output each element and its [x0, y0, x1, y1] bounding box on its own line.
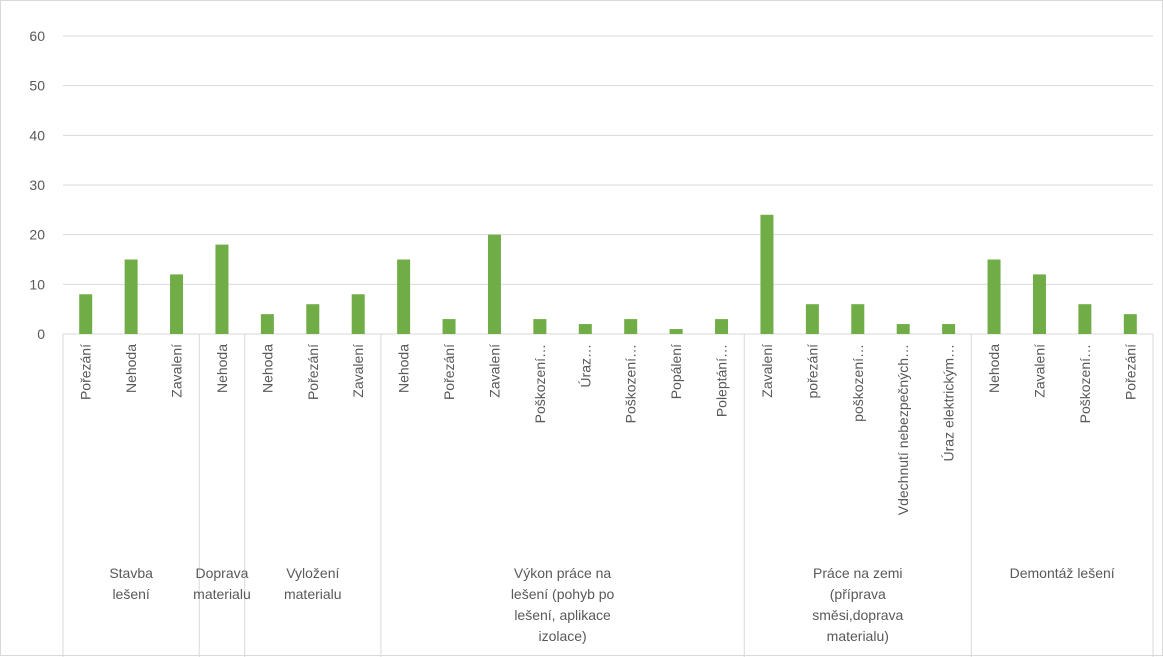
category-label: Poškození…	[623, 344, 639, 423]
y-tick-label: 30	[29, 177, 45, 193]
group-label: lešení	[112, 586, 149, 602]
category-label: poškození…	[850, 344, 866, 422]
category-label: Pořezání	[441, 344, 457, 400]
group-label: (příprava	[830, 586, 886, 602]
bar	[896, 324, 910, 334]
bar	[1078, 304, 1092, 334]
category-label: Nehoda	[396, 344, 412, 393]
category-label: Zavalení	[759, 344, 775, 398]
category-label: Zavalení	[486, 344, 502, 398]
bar	[715, 319, 729, 334]
bar	[260, 314, 274, 334]
y-tick-label: 60	[29, 28, 45, 44]
group-label: lešení, aplikace	[514, 607, 611, 623]
bar	[533, 319, 547, 334]
bar	[760, 214, 774, 334]
y-tick-label: 10	[29, 276, 45, 292]
category-label: Úraz elektrickým…	[941, 344, 957, 461]
group-label: Doprava	[195, 565, 248, 581]
category-label: Nehoda	[123, 344, 139, 393]
y-tick-label: 20	[29, 227, 45, 243]
category-label: Vdechnutí nebezpečných…	[895, 344, 911, 515]
group-label: materialu	[284, 586, 342, 602]
bar	[306, 304, 320, 334]
category-label: Pořezání	[78, 344, 94, 400]
group-label: lešení (pohyb po	[511, 586, 615, 602]
category-label: Zavalení	[1031, 344, 1047, 398]
group-label: Demontáž lešení	[1010, 565, 1115, 581]
bar	[487, 234, 501, 334]
category-label: Poškození…	[1077, 344, 1093, 423]
category-label: Poleptání…	[714, 344, 730, 417]
group-label: Práce na zemi	[813, 565, 902, 581]
bar	[397, 259, 411, 334]
group-label: materialu	[193, 586, 251, 602]
category-label: Nehoda	[986, 344, 1002, 393]
bar	[170, 274, 184, 334]
y-tick-label: 40	[29, 127, 45, 143]
bar	[669, 329, 683, 334]
bar	[215, 244, 229, 334]
bar	[351, 294, 365, 334]
bar	[124, 259, 138, 334]
bar	[851, 304, 865, 334]
category-label: Zavalení	[350, 344, 366, 398]
y-tick-label: 50	[29, 78, 45, 94]
category-label: Pořezání	[305, 344, 321, 400]
category-label: Nehoda	[259, 344, 275, 393]
y-tick-label: 0	[37, 326, 45, 342]
group-label: Výkon práce na	[514, 565, 611, 581]
group-label: materialu)	[827, 628, 889, 644]
category-label: Poškození…	[532, 344, 548, 423]
bar	[442, 319, 456, 334]
group-label: Vyložení	[286, 565, 339, 581]
category-label: Úraz…	[577, 344, 593, 388]
group-label: směsi,doprava	[812, 607, 903, 623]
category-label: Nehoda	[214, 344, 230, 393]
category-label: Zavalení	[169, 344, 185, 398]
bar	[1032, 274, 1046, 334]
category-label: pořezání	[804, 344, 820, 399]
category-label: Popálení	[668, 344, 684, 399]
bar	[624, 319, 638, 334]
bar	[1123, 314, 1137, 334]
group-label: Stavba	[109, 565, 153, 581]
bar	[942, 324, 956, 334]
bar	[79, 294, 93, 334]
bar	[987, 259, 1001, 334]
bar	[805, 304, 819, 334]
bar	[578, 324, 592, 334]
category-label: Pořezání	[1122, 344, 1138, 400]
group-label: izolace)	[538, 628, 586, 644]
